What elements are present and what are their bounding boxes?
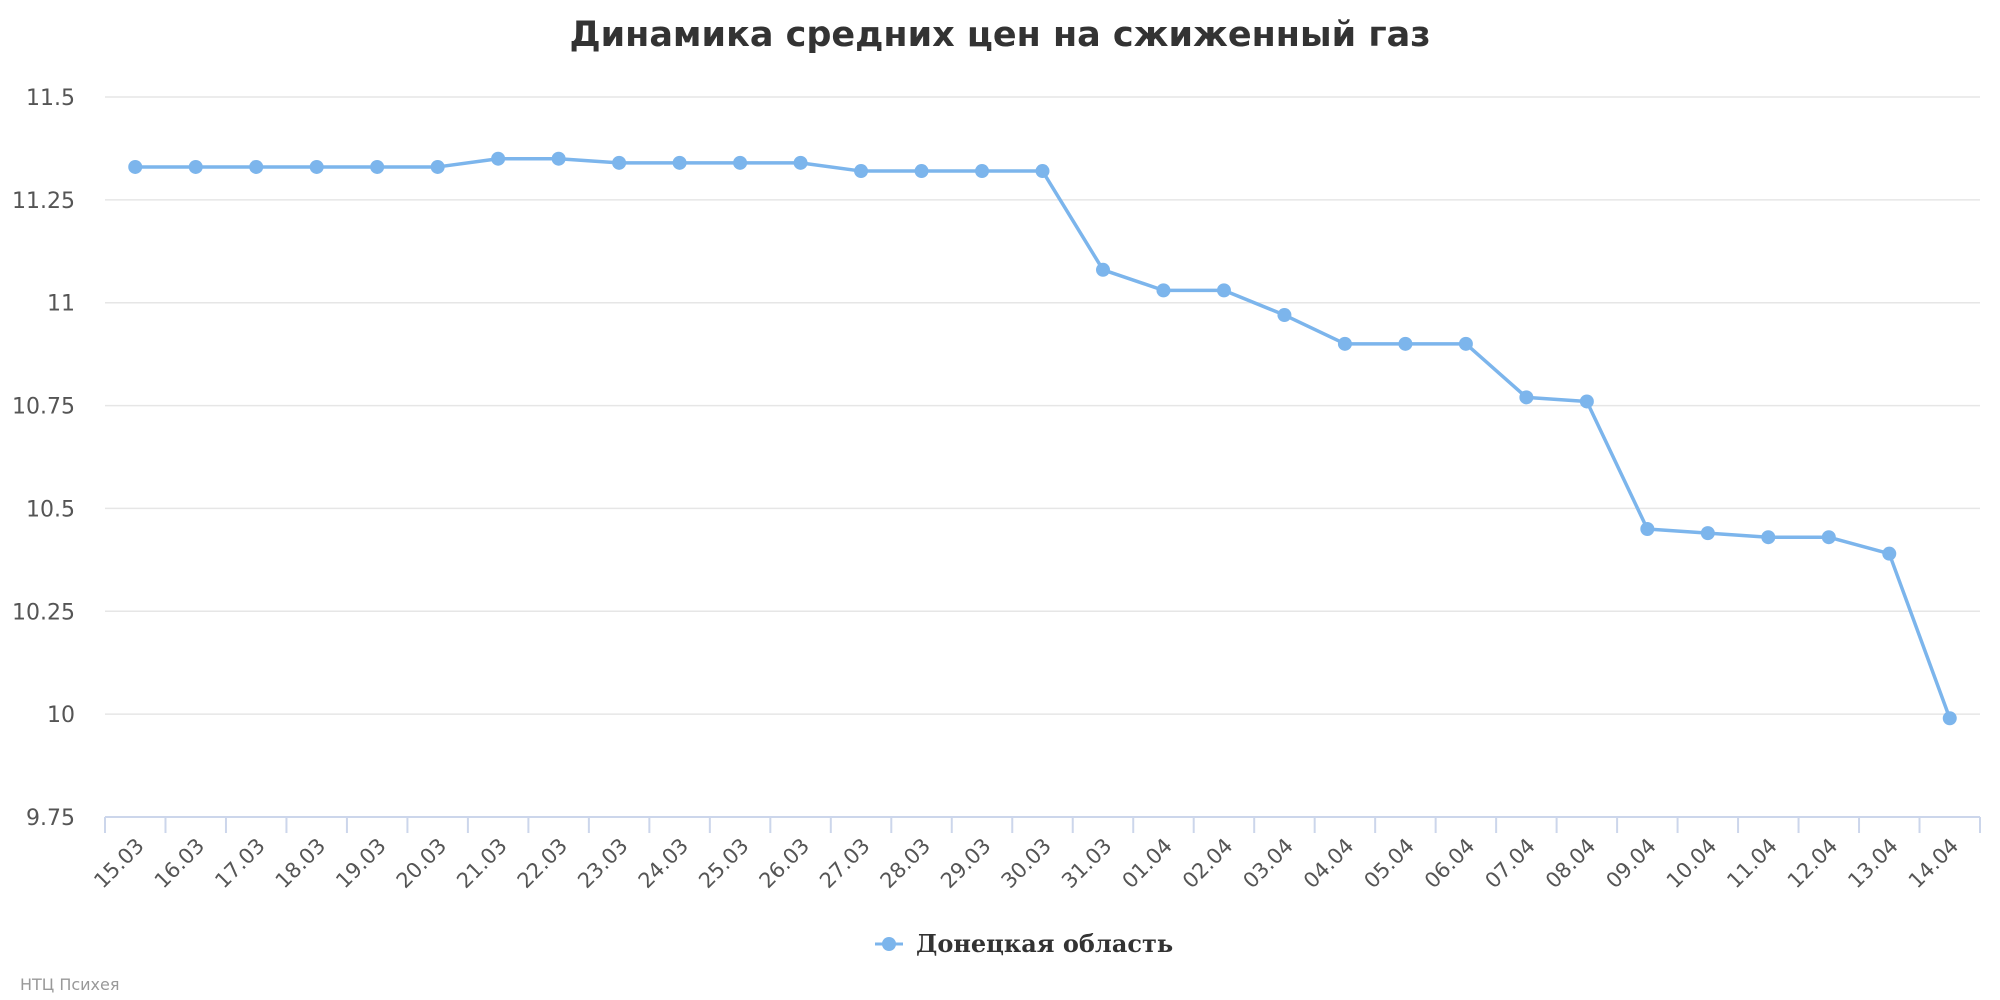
data-point[interactable] [1337, 336, 1352, 351]
x-tick-label: 02.04 [1178, 834, 1237, 893]
x-tick-label: 17.03 [210, 834, 269, 893]
data-point[interactable] [914, 164, 929, 179]
x-tick-label: 20.03 [392, 834, 451, 893]
y-tick-label: 10.75 [12, 395, 75, 420]
chart-title: Динамика средних цен на сжиженный газ [569, 15, 1430, 55]
y-tick-label: 11.25 [12, 189, 75, 214]
x-tick-label: 18.03 [271, 834, 330, 893]
data-point[interactable] [491, 151, 506, 166]
x-tick-label: 14.04 [1904, 834, 1963, 893]
x-tick-label: 09.04 [1601, 834, 1660, 893]
x-tick-label: 08.04 [1541, 834, 1600, 893]
x-tick-label: 04.04 [1299, 834, 1358, 893]
data-point[interactable] [1458, 336, 1473, 351]
data-point[interactable] [854, 164, 869, 179]
legend-item-label[interactable]: Донецкая область [916, 929, 1173, 958]
y-tick-label: 10.5 [26, 497, 75, 522]
data-point[interactable] [188, 159, 203, 174]
data-point[interactable] [551, 151, 566, 166]
y-axis: 9.75 10 10.25 10.5 10.75 11 11.25 11.5 [12, 86, 75, 831]
y-tick-label: 11.5 [26, 86, 75, 111]
data-point[interactable] [1398, 336, 1413, 351]
data-point[interactable] [1277, 308, 1292, 323]
legend-marker-symbol [882, 937, 896, 951]
data-point[interactable] [309, 159, 324, 174]
x-tick-label: 01.04 [1118, 834, 1177, 893]
x-tick-label: 22.03 [513, 834, 572, 893]
grid-lines [105, 96, 1980, 715]
data-point[interactable] [430, 159, 445, 174]
data-point[interactable] [1700, 526, 1715, 541]
x-tick-label: 24.03 [634, 834, 693, 893]
data-point[interactable] [249, 159, 264, 174]
x-tick-label: 28.03 [876, 834, 935, 893]
x-tick-label: 23.03 [573, 834, 632, 893]
x-tick-label: 07.04 [1480, 834, 1539, 893]
y-tick-label: 9.75 [26, 806, 75, 831]
data-point[interactable] [1035, 164, 1050, 179]
y-tick-label: 10.25 [12, 600, 75, 625]
x-tick-label: 31.03 [1057, 834, 1116, 893]
credits-text[interactable]: НТЦ Психея [20, 975, 119, 994]
x-tick-label: 26.03 [755, 834, 814, 893]
series-group [128, 151, 1957, 726]
data-point[interactable] [612, 155, 627, 170]
x-tick-label: 16.03 [150, 834, 209, 893]
data-point[interactable] [793, 155, 808, 170]
series-line [135, 156, 1952, 719]
data-point[interactable] [1519, 390, 1534, 405]
x-tick-label: 30.03 [997, 834, 1056, 893]
y-tick-label: 10 [47, 703, 75, 728]
data-point[interactable] [733, 155, 748, 170]
data-point[interactable] [1882, 546, 1897, 561]
data-point[interactable] [975, 164, 990, 179]
x-tick-label: 21.03 [452, 834, 511, 893]
x-tick-label: 29.03 [936, 834, 995, 893]
y-tick-label: 11 [47, 292, 75, 317]
x-tick-label: 10.04 [1662, 834, 1721, 893]
data-point[interactable] [1095, 262, 1110, 277]
data-point[interactable] [1942, 711, 1957, 726]
x-tick-label: 13.04 [1843, 834, 1902, 893]
data-point[interactable] [1579, 394, 1594, 409]
x-tick-label: 15.03 [89, 834, 148, 893]
x-tick-label: 11.04 [1722, 834, 1781, 893]
data-point[interactable] [1821, 530, 1836, 545]
x-tick-label: 12.04 [1783, 834, 1842, 893]
x-tick-label: 25.03 [694, 834, 753, 893]
x-axis: 15.03 16.03 17.03 18.03 19.03 20.03 21.03 22.03… [89, 816, 1981, 893]
data-point[interactable] [1216, 283, 1231, 298]
data-point[interactable] [1640, 522, 1655, 536]
x-tick-label: 19.03 [331, 834, 390, 893]
data-point[interactable] [370, 159, 385, 174]
x-tick-label: 27.03 [815, 834, 874, 893]
data-point[interactable] [1761, 530, 1776, 545]
data-point[interactable] [128, 159, 143, 174]
data-point[interactable] [672, 155, 687, 170]
x-tick-label: 05.04 [1359, 834, 1418, 893]
x-tick-label: 03.04 [1238, 834, 1297, 893]
legend[interactable]: Донецкая область [875, 929, 1173, 958]
data-point[interactable] [1156, 283, 1171, 298]
x-tick-label: 06.04 [1420, 834, 1479, 893]
